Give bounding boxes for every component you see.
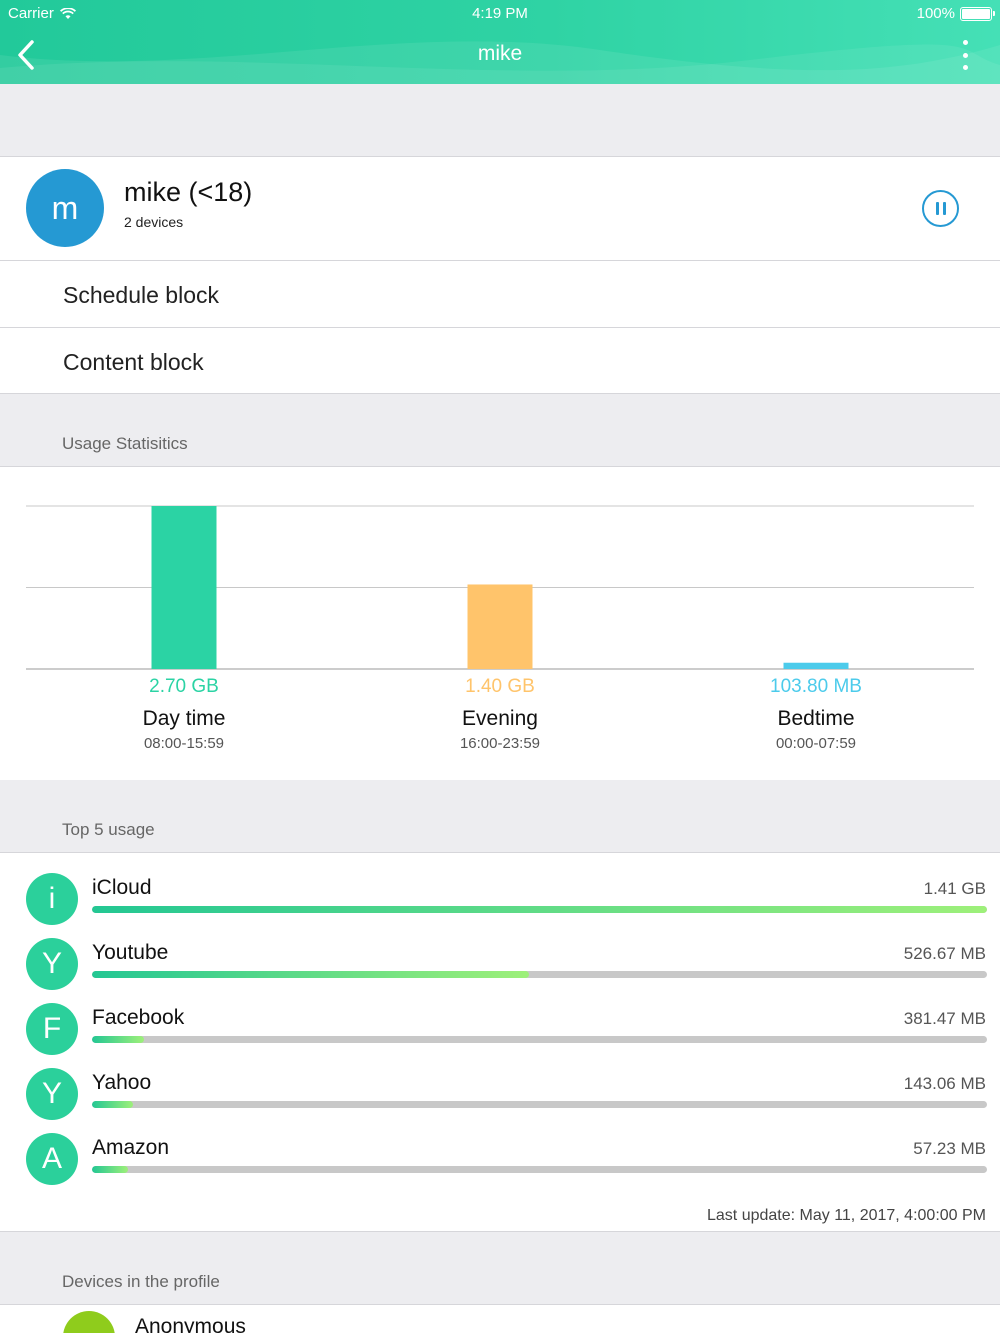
app-usage-row[interactable]: F Facebook 381.47 MB <box>0 1003 1000 1068</box>
chart-bar-bedtime <box>783 662 849 669</box>
app-name: Amazon <box>92 1136 170 1159</box>
app-usage-bar-fill <box>92 1036 144 1043</box>
app-usage-bar-fill <box>92 1101 134 1108</box>
app-name: Yahoo <box>92 1071 152 1094</box>
divider <box>0 1304 1000 1305</box>
back-button[interactable] <box>12 38 42 72</box>
carrier-label: Carrier <box>8 5 54 22</box>
avatar: m <box>26 169 104 247</box>
schedule-block-item[interactable]: Schedule block <box>0 261 1000 327</box>
app-icon: A <box>26 1133 78 1185</box>
schedule-block-label: Schedule block <box>63 282 219 308</box>
divider <box>0 327 1000 328</box>
divider <box>0 852 1000 853</box>
chart-category-label: Day time <box>142 707 226 730</box>
chart-time-range-label: 08:00-15:59 <box>143 735 225 752</box>
more-dot <box>962 52 968 58</box>
app-usage-size: 57.23 MB <box>913 1139 986 1158</box>
app-usage-bar <box>92 1036 987 1043</box>
usage-chart: 2.70 GB Day time 08:00-15:59 1.40 GB Evening… <box>0 467 1000 780</box>
pause-icon <box>935 202 939 215</box>
chart-category-label: Evening <box>462 707 538 730</box>
app-usage-bar-fill <box>92 1166 128 1173</box>
app-icon: i <box>26 873 78 925</box>
chart-bar-day-time <box>151 506 217 669</box>
status-time: 4:19 PM <box>472 5 528 22</box>
pause-icon-bar <box>942 202 946 215</box>
divider <box>0 1231 1000 1232</box>
app-usage-size: 526.67 MB <box>903 944 986 963</box>
usage-chart-plot <box>26 505 974 670</box>
divider <box>0 466 1000 467</box>
chart-bar-evening <box>467 584 533 669</box>
profile-card: m mike (<18) 2 devices <box>0 157 1000 260</box>
device-avatar[interactable] <box>63 1311 115 1333</box>
wifi-icon <box>59 7 76 19</box>
app-name: Youtube <box>92 941 169 964</box>
chart-time-range-label: 16:00-23:59 <box>459 735 541 752</box>
device-list: Anonymous <box>0 1305 1000 1333</box>
app-usage-row[interactable]: Y Youtube 526.67 MB <box>0 938 1000 1003</box>
app-usage-row[interactable]: A Amazon 57.23 MB <box>0 1133 1000 1198</box>
app-usage-size: 1.41 GB <box>923 879 986 898</box>
chart-value-label: 1.40 GB <box>465 676 535 697</box>
pause-button[interactable] <box>922 190 959 227</box>
app-header: Carrier 4:19 PM 100% mike <box>0 0 1000 84</box>
app-name: iCloud <box>92 876 152 899</box>
app-usage-size: 381.47 MB <box>903 1009 986 1028</box>
app-icon: Y <box>26 938 78 990</box>
more-dot <box>962 65 968 70</box>
profile-name: mike (<18) <box>124 177 253 207</box>
battery-percent: 100% <box>916 5 955 22</box>
content-block-label: Content block <box>63 349 204 375</box>
header-wave-decoration <box>0 41 1000 84</box>
device-name[interactable]: Anonymous <box>135 1315 246 1333</box>
divider <box>0 393 1000 394</box>
chart-value-label: 2.70 GB <box>149 676 219 697</box>
app-usage-row[interactable]: i iCloud 1.41 GB <box>0 873 1000 938</box>
app-usage-bar-fill <box>92 906 987 913</box>
app-usage-size: 143.06 MB <box>903 1074 986 1093</box>
battery-group: 100% <box>916 5 995 22</box>
last-update-text: Last update: May 11, 2017, 4:00:00 PM <box>707 1207 986 1224</box>
chart-value-label: 103.80 MB <box>770 676 862 697</box>
devices-section-title: Devices in the profile <box>62 1272 220 1291</box>
app-usage-bar <box>92 971 987 978</box>
app-usage-row[interactable]: Y Yahoo 143.06 MB <box>0 1068 1000 1133</box>
carrier-group: Carrier <box>8 5 76 22</box>
status-bar: Carrier 4:19 PM 100% <box>0 0 1000 28</box>
content-block-item[interactable]: Content block <box>0 328 1000 394</box>
divider <box>0 260 1000 261</box>
app-usage-bar <box>92 1166 987 1173</box>
app-name: Facebook <box>92 1006 185 1029</box>
chevron-left-icon <box>18 40 34 70</box>
app-usage-bar-fill <box>92 971 529 978</box>
divider <box>0 156 1000 157</box>
usage-section-title: Usage Statisitics <box>62 434 188 453</box>
top5-list: i iCloud 1.41 GB Y Youtube 526.67 MB F Facebook… <box>0 853 1000 1231</box>
app-icon: F <box>26 1003 78 1055</box>
app-usage-bar <box>92 906 987 913</box>
chart-category-label: Bedtime <box>777 707 855 730</box>
chart-time-range-label: 00:00-07:59 <box>775 735 857 752</box>
app-usage-bar <box>92 1101 987 1108</box>
page-title: mike <box>477 42 523 65</box>
battery-icon <box>960 6 995 21</box>
more-options-button[interactable] <box>960 40 970 70</box>
top5-section-title: Top 5 usage <box>62 820 155 839</box>
app-icon: Y <box>26 1068 78 1120</box>
more-vertical-icon <box>962 40 968 45</box>
profile-device-count: 2 devices <box>124 214 184 230</box>
